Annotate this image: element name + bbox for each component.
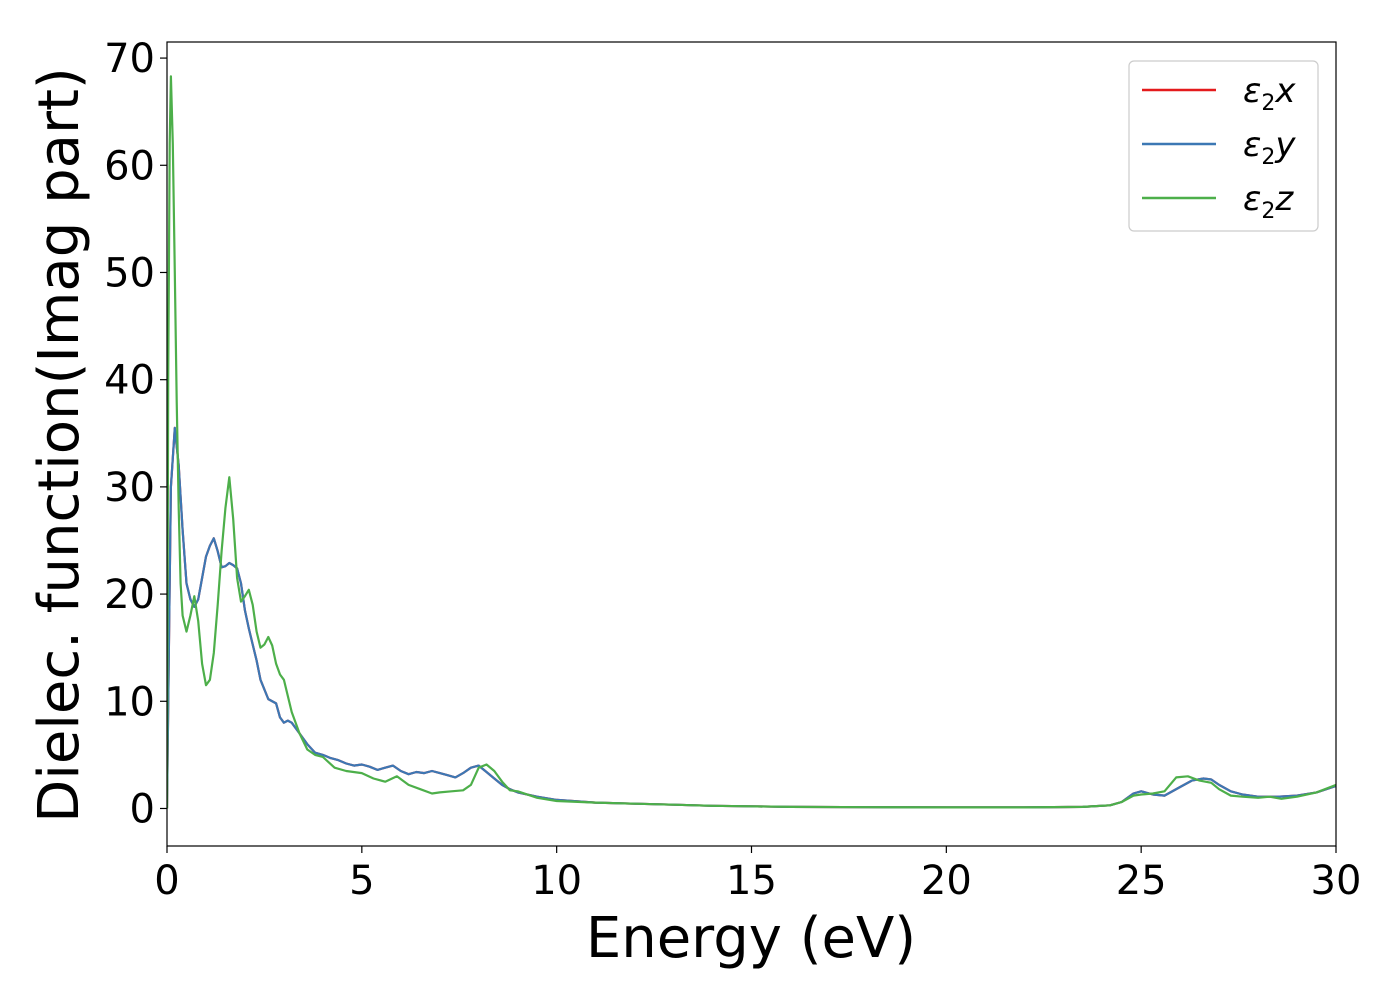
x-tick-label: 25 <box>1116 858 1167 904</box>
x-axis-title: Energy (eV) <box>586 906 916 971</box>
legend-label: ε2x <box>1243 71 1296 116</box>
y-tick-label: 0 <box>130 786 155 832</box>
y-axis-title: Dielec. function(Imag part) <box>27 67 92 823</box>
series-line-z <box>167 75 1336 809</box>
legend-component: x <box>1274 71 1296 111</box>
legend-component: z <box>1274 179 1294 219</box>
legend-subscript: 2 <box>1261 145 1275 170</box>
y-axis-label: Dielec. function(Imag part) <box>27 67 92 823</box>
legend-symbol: ε <box>1243 71 1261 111</box>
y-tick-label: 70 <box>104 36 155 82</box>
legend-label: ε2y <box>1243 125 1296 170</box>
y-tick-label: 60 <box>104 143 155 189</box>
legend-label: ε2z <box>1243 179 1294 224</box>
x-tick-label: 10 <box>531 858 582 904</box>
legend-subscript: 2 <box>1261 199 1275 224</box>
y-tick-label: 40 <box>104 358 155 404</box>
x-tick-label: 5 <box>349 858 374 904</box>
series-line-x <box>167 426 1336 809</box>
y-tick-label: 10 <box>104 679 155 725</box>
legend-symbol: ε <box>1243 179 1261 219</box>
x-tick-label: 15 <box>726 858 777 904</box>
legend-subscript: 2 <box>1261 91 1275 116</box>
legend-component: y <box>1274 125 1296 165</box>
y-tick-label: 50 <box>104 250 155 296</box>
legend-box <box>1128 60 1319 232</box>
legend-symbol: ε <box>1243 125 1261 165</box>
series-lines <box>167 75 1336 809</box>
x-tick-label: 0 <box>154 858 179 904</box>
x-axis-label: Energy (eV) <box>586 906 916 971</box>
ticks: 0 5 10 15 20 25 30 0 10 20 30 40 50 60 70 <box>104 36 1361 904</box>
plot-frame <box>166 41 1337 847</box>
x-tick-label: 20 <box>921 858 972 904</box>
series-line-y <box>167 426 1336 809</box>
x-tick-label: 30 <box>1311 858 1362 904</box>
y-tick-label: 20 <box>104 572 155 618</box>
y-tick-label: 30 <box>104 465 155 511</box>
